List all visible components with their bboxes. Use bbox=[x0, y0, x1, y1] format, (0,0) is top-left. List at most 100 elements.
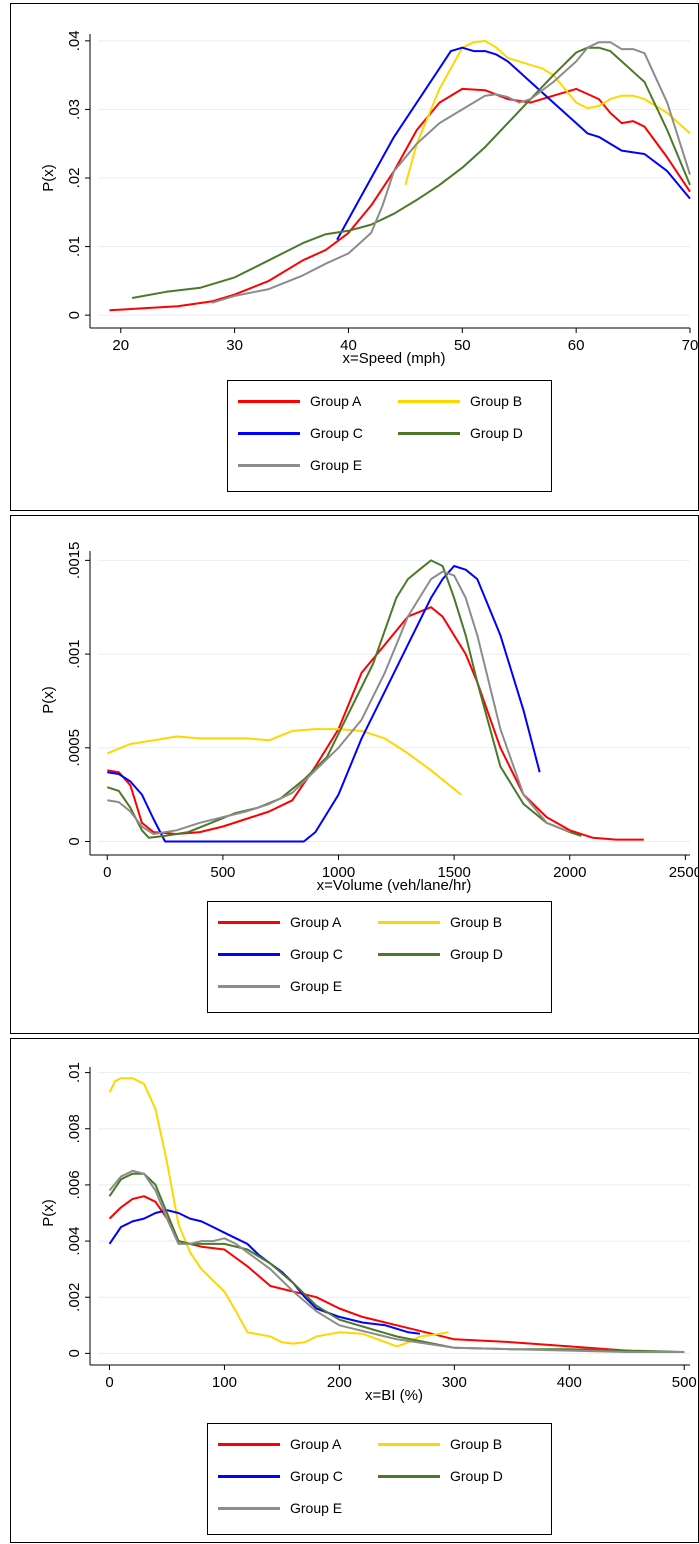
legend-label: Group A bbox=[290, 914, 342, 930]
legend-label: Group E bbox=[290, 1500, 343, 1516]
legend-item: Group D bbox=[378, 944, 503, 964]
x-tick-label: 2500 bbox=[669, 864, 699, 881]
x-axis-title: x=Volume (veh/lane/hr) bbox=[317, 877, 472, 894]
chart-panel-bi: 0 .002 .004 .006 .008 .01 0 100 200 300 400 500 x=BI… bbox=[10, 1038, 699, 1543]
legend-swatch bbox=[218, 952, 280, 956]
y-tick-label: .006 bbox=[66, 1170, 83, 1199]
chart-svg: 0 .002 .004 .006 .008 .01 0 100 200 300 400 500 x=BI… bbox=[40, 1062, 697, 1404]
y-tick-label: .008 bbox=[66, 1114, 83, 1143]
legend-swatch bbox=[398, 431, 460, 435]
y-tick-label: .03 bbox=[66, 99, 83, 120]
series-line-group-d bbox=[106, 559, 582, 839]
legend-label: Group A bbox=[310, 393, 362, 409]
legend-label: Group B bbox=[470, 393, 523, 409]
y-axis-title: P(x) bbox=[40, 164, 57, 192]
legend-item: Group A bbox=[218, 1434, 341, 1454]
y-axis-title: P(x) bbox=[40, 686, 57, 714]
legend-item: Group E bbox=[218, 1498, 342, 1518]
series-line-group-b bbox=[106, 728, 462, 796]
series-line-group-c bbox=[336, 46, 691, 241]
legend-label: Group D bbox=[450, 1468, 503, 1484]
legend-swatch bbox=[238, 399, 300, 403]
legend-swatch bbox=[238, 463, 300, 467]
x-tick-label: 0 bbox=[105, 1374, 113, 1391]
legend-label: Group C bbox=[290, 946, 343, 962]
legend-swatch bbox=[398, 399, 460, 403]
legend-swatch bbox=[218, 920, 280, 924]
legend-item: Group A bbox=[218, 912, 341, 932]
legend-item: Group B bbox=[378, 912, 502, 932]
series-line-group-a bbox=[108, 1195, 645, 1353]
legend-item: Group C bbox=[218, 1466, 343, 1486]
legend-item: Group D bbox=[378, 1466, 503, 1486]
x-tick-label: 60 bbox=[568, 337, 585, 354]
x-axis-title: x=Speed (mph) bbox=[343, 350, 446, 367]
x-tick-label: 40 bbox=[340, 337, 357, 354]
legend: Group A Group B Group C Group D Group E bbox=[227, 380, 552, 492]
y-tick-label: .001 bbox=[66, 639, 83, 668]
legend-swatch bbox=[218, 1442, 280, 1446]
x-tick-label: 30 bbox=[226, 337, 243, 354]
legend-item: Group B bbox=[398, 391, 522, 411]
legend-swatch bbox=[378, 952, 440, 956]
y-tick-label: .002 bbox=[66, 1283, 83, 1312]
x-tick-label: 500 bbox=[672, 1374, 697, 1391]
x-tick-label: 0 bbox=[103, 864, 111, 881]
x-tick-label: 200 bbox=[327, 1374, 352, 1391]
series-line-group-c bbox=[108, 1209, 421, 1335]
x-tick-label: 400 bbox=[557, 1374, 582, 1391]
x-tick-label: 300 bbox=[442, 1374, 467, 1391]
series-line-group-e bbox=[211, 41, 691, 304]
y-tick-label: 0 bbox=[66, 1349, 83, 1357]
y-tick-label: .02 bbox=[66, 168, 83, 189]
y-tick-label: .01 bbox=[66, 236, 83, 257]
legend-item: Group D bbox=[398, 423, 523, 443]
legend-label: Group E bbox=[290, 978, 343, 994]
legend-label: Group B bbox=[450, 1436, 503, 1452]
series-line-group-b bbox=[404, 39, 691, 186]
series-line-group-c bbox=[107, 565, 541, 843]
series-line-group-e bbox=[108, 1169, 685, 1353]
y-tick-label: .04 bbox=[66, 30, 83, 51]
legend-label: Group D bbox=[470, 425, 523, 441]
x-tick-label: 2000 bbox=[553, 864, 586, 881]
legend-item: Group A bbox=[238, 391, 361, 411]
legend: Group A Group B Group C Group D Group E bbox=[207, 1423, 552, 1535]
series-line-group-a bbox=[109, 87, 691, 312]
y-tick-label: 0 bbox=[66, 311, 83, 319]
chart-panel-speed: 0 .01 .02 .03 .04 20 30 40 50 60 70 x=Speed (mph) P(… bbox=[10, 3, 699, 511]
x-tick-label: 1500 bbox=[437, 864, 470, 881]
chart-svg: 0 .01 .02 .03 .04 20 30 40 50 60 70 x=Speed (mph) P(… bbox=[40, 30, 698, 367]
legend-swatch bbox=[238, 431, 300, 435]
series-line-group-d bbox=[132, 46, 691, 299]
y-tick-label: .01 bbox=[66, 1062, 83, 1083]
legend-label: Group B bbox=[450, 914, 503, 930]
legend-item: Group C bbox=[218, 944, 343, 964]
legend-item: Group B bbox=[378, 1434, 502, 1454]
legend-swatch bbox=[378, 1474, 440, 1478]
legend-swatch bbox=[218, 1506, 280, 1510]
legend-item: Group E bbox=[218, 976, 342, 996]
x-tick-label: 500 bbox=[210, 864, 235, 881]
series-line-group-a bbox=[107, 606, 644, 841]
x-axis-title: x=BI (%) bbox=[365, 1387, 423, 1404]
series-line-group-e bbox=[107, 570, 571, 835]
legend-swatch bbox=[378, 920, 440, 924]
y-tick-label: .0015 bbox=[66, 542, 83, 580]
chart-panel-volume: 0 .0005 .001 .0015 0 500 1000 1500 2000 2500 x=Vol… bbox=[10, 515, 699, 1034]
legend-label: Group C bbox=[290, 1468, 343, 1484]
legend-label: Group E bbox=[310, 457, 363, 473]
y-tick-label: 0 bbox=[66, 837, 83, 845]
legend-item: Group E bbox=[238, 455, 362, 475]
legend-item: Group C bbox=[238, 423, 363, 443]
x-tick-label: 100 bbox=[212, 1374, 237, 1391]
chart-svg: 0 .0005 .001 .0015 0 500 1000 1500 2000 2500 x=Vol… bbox=[40, 542, 699, 894]
y-tick-label: .004 bbox=[66, 1226, 83, 1255]
series-line-group-b bbox=[108, 1077, 449, 1348]
legend-label: Group C bbox=[310, 425, 363, 441]
legend-label: Group D bbox=[450, 946, 503, 962]
legend-swatch bbox=[218, 1474, 280, 1478]
legend: Group A Group B Group C Group D Group E bbox=[207, 901, 552, 1013]
x-tick-label: 1000 bbox=[322, 864, 355, 881]
y-tick-label: .0005 bbox=[66, 729, 83, 767]
